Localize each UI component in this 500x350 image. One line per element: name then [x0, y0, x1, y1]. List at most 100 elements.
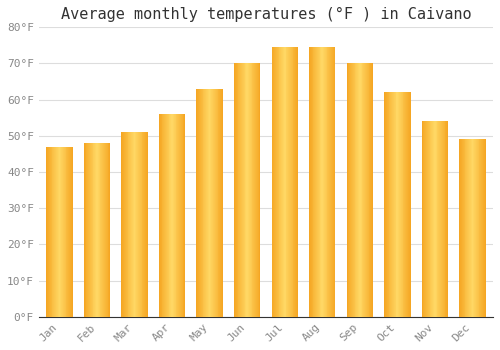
Bar: [257, 63, 258, 317]
Bar: [428, 121, 430, 317]
Bar: [142, 132, 144, 317]
Bar: [57, 147, 58, 317]
Bar: [422, 121, 424, 317]
Bar: [48, 147, 49, 317]
Bar: [196, 89, 198, 317]
Bar: [123, 132, 124, 317]
Bar: [69, 147, 70, 317]
Bar: [367, 63, 368, 317]
Bar: [86, 143, 88, 317]
Bar: [166, 114, 167, 317]
Bar: [360, 63, 362, 317]
Bar: [247, 63, 248, 317]
Bar: [408, 92, 409, 317]
Bar: [125, 132, 126, 317]
Bar: [294, 47, 296, 317]
Bar: [182, 114, 184, 317]
Bar: [105, 143, 106, 317]
Bar: [198, 89, 199, 317]
Bar: [84, 143, 86, 317]
Bar: [470, 140, 472, 317]
Bar: [289, 47, 290, 317]
Bar: [102, 143, 103, 317]
Bar: [137, 132, 138, 317]
Bar: [179, 114, 180, 317]
Bar: [90, 143, 91, 317]
Bar: [316, 47, 317, 317]
Bar: [444, 121, 446, 317]
Bar: [441, 121, 442, 317]
Bar: [404, 92, 405, 317]
Bar: [399, 92, 400, 317]
Bar: [174, 114, 176, 317]
Bar: [392, 92, 393, 317]
Bar: [434, 121, 435, 317]
Bar: [297, 47, 298, 317]
Bar: [372, 63, 373, 317]
Bar: [282, 47, 283, 317]
Bar: [243, 63, 244, 317]
Bar: [173, 114, 174, 317]
Bar: [199, 89, 200, 317]
Bar: [427, 121, 428, 317]
Bar: [405, 92, 406, 317]
Bar: [371, 63, 372, 317]
Bar: [47, 147, 48, 317]
Bar: [84, 143, 85, 317]
Bar: [464, 140, 466, 317]
Bar: [332, 47, 333, 317]
Bar: [398, 92, 399, 317]
Bar: [165, 114, 166, 317]
Bar: [134, 132, 136, 317]
Bar: [480, 140, 481, 317]
Bar: [353, 63, 354, 317]
Bar: [430, 121, 432, 317]
Bar: [91, 143, 92, 317]
Bar: [435, 121, 436, 317]
Bar: [131, 132, 132, 317]
Bar: [222, 89, 223, 317]
Bar: [385, 92, 386, 317]
Bar: [146, 132, 147, 317]
Bar: [286, 47, 288, 317]
Bar: [334, 47, 336, 317]
Bar: [160, 114, 162, 317]
Bar: [391, 92, 392, 317]
Bar: [132, 132, 133, 317]
Bar: [234, 63, 235, 317]
Bar: [320, 47, 322, 317]
Bar: [481, 140, 482, 317]
Bar: [236, 63, 238, 317]
Bar: [63, 147, 64, 317]
Bar: [250, 63, 252, 317]
Bar: [218, 89, 220, 317]
Bar: [356, 63, 357, 317]
Bar: [133, 132, 134, 317]
Bar: [478, 140, 480, 317]
Bar: [357, 63, 358, 317]
Bar: [365, 63, 366, 317]
Bar: [439, 121, 440, 317]
Bar: [322, 47, 323, 317]
Bar: [474, 140, 475, 317]
Bar: [178, 114, 179, 317]
Bar: [432, 121, 433, 317]
Bar: [358, 63, 359, 317]
Bar: [466, 140, 467, 317]
Bar: [447, 121, 448, 317]
Bar: [296, 47, 297, 317]
Bar: [46, 147, 47, 317]
Bar: [235, 63, 236, 317]
Bar: [200, 89, 201, 317]
Bar: [159, 114, 160, 317]
Bar: [384, 92, 385, 317]
Bar: [126, 132, 128, 317]
Bar: [97, 143, 98, 317]
Bar: [170, 114, 171, 317]
Bar: [61, 147, 62, 317]
Bar: [352, 63, 353, 317]
Bar: [128, 132, 130, 317]
Bar: [130, 132, 131, 317]
Bar: [314, 47, 316, 317]
Bar: [205, 89, 206, 317]
